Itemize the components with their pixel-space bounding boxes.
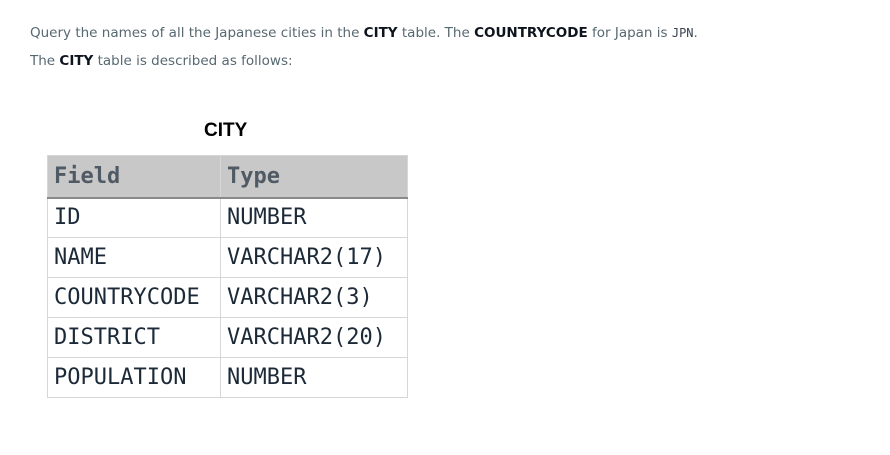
- statement-text: table. The: [397, 25, 475, 41]
- field-cell: ID: [47, 197, 221, 238]
- statement-paragraph-description: The CITY table is described as follows:: [30, 52, 293, 70]
- type-cell: VARCHAR2(17): [220, 237, 408, 278]
- statement-text: Query the names of all the Japanese citi…: [30, 25, 364, 41]
- column-name-bold: COUNTRYCODE: [474, 25, 588, 41]
- statement-text: for Japan is: [587, 25, 672, 41]
- statement-text: .: [693, 25, 698, 41]
- table-caption: CITY: [204, 120, 248, 141]
- header-field: Field: [47, 155, 221, 199]
- field-cell: POPULATION: [47, 357, 221, 398]
- country-code-inline: JPN: [671, 26, 694, 40]
- type-cell: NUMBER: [220, 357, 408, 398]
- field-cell: DISTRICT: [47, 317, 221, 358]
- field-cell: NAME: [47, 237, 221, 278]
- type-cell: VARCHAR2(3): [220, 277, 408, 318]
- type-cell: VARCHAR2(20): [220, 317, 408, 358]
- statement-text: The: [30, 53, 60, 69]
- field-cell: COUNTRYCODE: [47, 277, 221, 318]
- table-name-bold: CITY: [59, 53, 94, 69]
- table-row: ID NUMBER: [47, 197, 408, 238]
- table-row: POPULATION NUMBER: [47, 357, 408, 398]
- header-type: Type: [220, 155, 408, 199]
- schema-table: Field Type ID NUMBER NAME VARCHAR2(17) C…: [47, 155, 408, 398]
- table-row: NAME VARCHAR2(17): [47, 237, 408, 278]
- statement-paragraph-query: Query the names of all the Japanese citi…: [30, 24, 698, 42]
- table-row: DISTRICT VARCHAR2(20): [47, 317, 408, 358]
- table-header-row: Field Type: [47, 155, 408, 199]
- table-name-bold: CITY: [363, 25, 398, 41]
- statement-text: table is described as follows:: [93, 53, 293, 69]
- table-row: COUNTRYCODE VARCHAR2(3): [47, 277, 408, 318]
- type-cell: NUMBER: [220, 197, 408, 238]
